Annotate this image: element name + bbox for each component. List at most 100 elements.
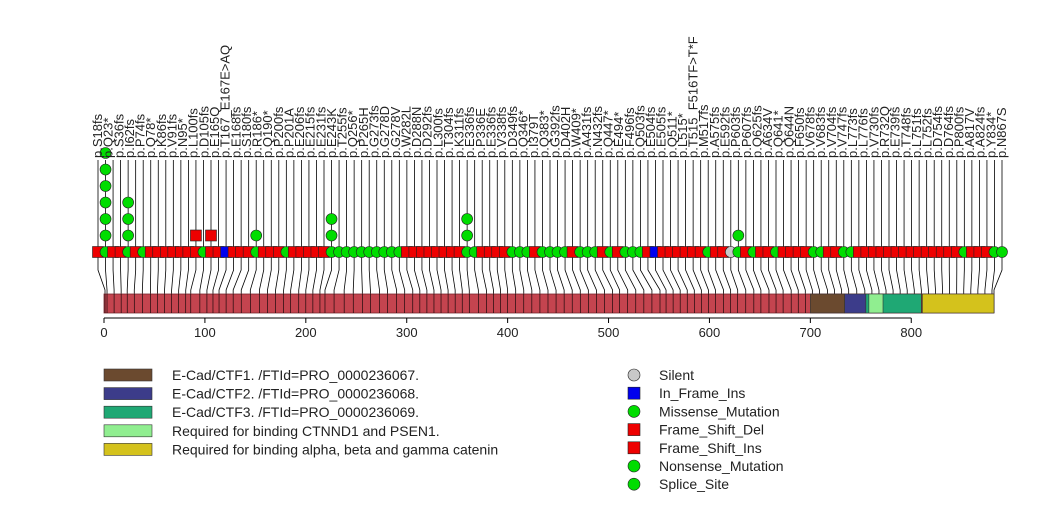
mutation-label: p.D349fs: [505, 105, 520, 158]
connector-line: [790, 252, 799, 294]
mutation-label: p.A634V: [760, 108, 775, 158]
mutation-label: p.G392fs: [547, 105, 562, 158]
mutation-label: p.L100fs: [186, 108, 201, 158]
connector-line: [267, 252, 272, 294]
legend-type-square: [627, 386, 641, 400]
legend-type-label: In_Frame_Ins: [659, 385, 745, 401]
mutation-label: p.L300fs: [430, 108, 445, 158]
legend-type-label: Silent: [659, 367, 694, 383]
lollipop-head-circle: [250, 229, 263, 242]
connector-line: [941, 252, 943, 294]
mutation-label: p.E206fs: [292, 106, 307, 158]
connector-line: [398, 252, 406, 294]
connector-line: [737, 252, 747, 294]
mutation-label: p.A824fs: [973, 106, 988, 158]
mutation-label: p.E215fs: [303, 106, 318, 158]
mutation-label: p.Q511*: [664, 111, 679, 158]
connector-line: [662, 252, 674, 294]
connector-line: [963, 252, 965, 294]
mutation-label: p.Q503fs: [632, 105, 647, 158]
connector-line: [391, 252, 398, 294]
mutation-label: p.V683fs: [813, 106, 828, 158]
connector-line: [305, 252, 310, 294]
connector-line: [206, 252, 212, 294]
lollipop-head-circle: [732, 229, 745, 242]
connector-line: [190, 252, 197, 294]
connector-line: [519, 252, 525, 294]
mutation-label: p.T304fs: [441, 107, 456, 158]
lollipop-head-circle: [122, 229, 134, 242]
connector-line: [249, 252, 257, 294]
connector-line: [290, 252, 295, 294]
mutation-label: p.D402H: [558, 107, 573, 158]
mutation-label: p.N867S: [994, 107, 1009, 158]
mutation-label: p.K86fs: [154, 113, 169, 158]
mutation-label: p.V704fs: [824, 106, 839, 158]
connector-line: [141, 252, 144, 294]
lollipop-head-circle: [122, 196, 134, 209]
legend-domain-swatch: [103, 387, 153, 400]
connector-line: [466, 252, 470, 294]
connector-line: [602, 252, 613, 294]
connector-line: [624, 252, 637, 294]
connector-line: [333, 252, 340, 294]
connector-line: [459, 252, 463, 294]
mutation-label: p.F496fs: [622, 107, 637, 158]
legend-type-label: Missense_Mutation: [659, 403, 780, 419]
connector-line: [368, 252, 371, 294]
x-tick-label: 200: [295, 325, 317, 340]
mutation-label: p.E336fs: [484, 106, 499, 158]
connector-line: [745, 252, 755, 294]
legend-type-square: [627, 423, 641, 436]
mutation-label: p.R186*: [250, 111, 265, 158]
connector-line: [918, 252, 922, 294]
mutation-label: p.P265H: [356, 107, 371, 158]
x-tick-label: 400: [497, 325, 519, 340]
connector-line: [685, 252, 695, 294]
mutation-label: p.P336E: [473, 108, 488, 158]
mutation-label: p.G278V: [388, 106, 403, 158]
mutation-label: p.S180fs: [239, 106, 254, 158]
connector-line: [178, 252, 182, 294]
mutation-label: p.L515*: [675, 113, 690, 158]
lollipop-head-circle: [99, 180, 112, 192]
legend-type-label: Nonsense_Mutation: [659, 458, 784, 474]
lollipop-head-circle: [99, 147, 112, 159]
connector-line: [451, 252, 456, 294]
mutation-label: p.L773fs: [845, 108, 860, 158]
connector-line: [157, 252, 159, 294]
mutation-label: p.D288N: [409, 107, 424, 158]
mutation-label: p.D105fs: [196, 105, 211, 158]
legend-domain-label: Required for binding CTNND1 and PSEN1.: [172, 423, 440, 439]
connector-line: [970, 252, 973, 294]
x-tick-label: 100: [194, 325, 216, 340]
legend-domain-swatch: [103, 405, 153, 419]
connector-line: [324, 252, 332, 294]
connector-line: [647, 252, 661, 294]
connector-line: [993, 252, 1003, 294]
connector-line: [775, 252, 784, 294]
connector-line: [866, 252, 873, 294]
connector-line: [850, 252, 858, 294]
connector-line: [670, 252, 681, 294]
connector-line: [911, 252, 915, 294]
connector-line: [896, 252, 901, 294]
connector-line: [258, 252, 265, 294]
mutation-label: p.Q190*: [260, 110, 275, 158]
mutation-label: p.E494*: [611, 112, 626, 158]
connector-line: [760, 252, 770, 294]
connector-line: [319, 252, 325, 294]
connector-line: [164, 252, 167, 294]
connector-line: [835, 252, 843, 294]
connector-line: [232, 252, 242, 294]
legend-type-label: Splice_Site: [659, 476, 729, 492]
mutation-label: p.T167_E167E>AQ: [218, 45, 233, 158]
mutation-label: p.E739fs: [888, 106, 903, 158]
lollipop-head-circle: [325, 213, 338, 225]
connector-line: [828, 252, 835, 294]
connector-line: [511, 252, 517, 294]
mutation-label: p.Q447*: [600, 110, 615, 158]
mutation-label: p.I379T: [526, 114, 541, 158]
mutation-label: p.E336fs: [462, 106, 477, 158]
mutation-label: p.E231fs: [313, 106, 328, 158]
